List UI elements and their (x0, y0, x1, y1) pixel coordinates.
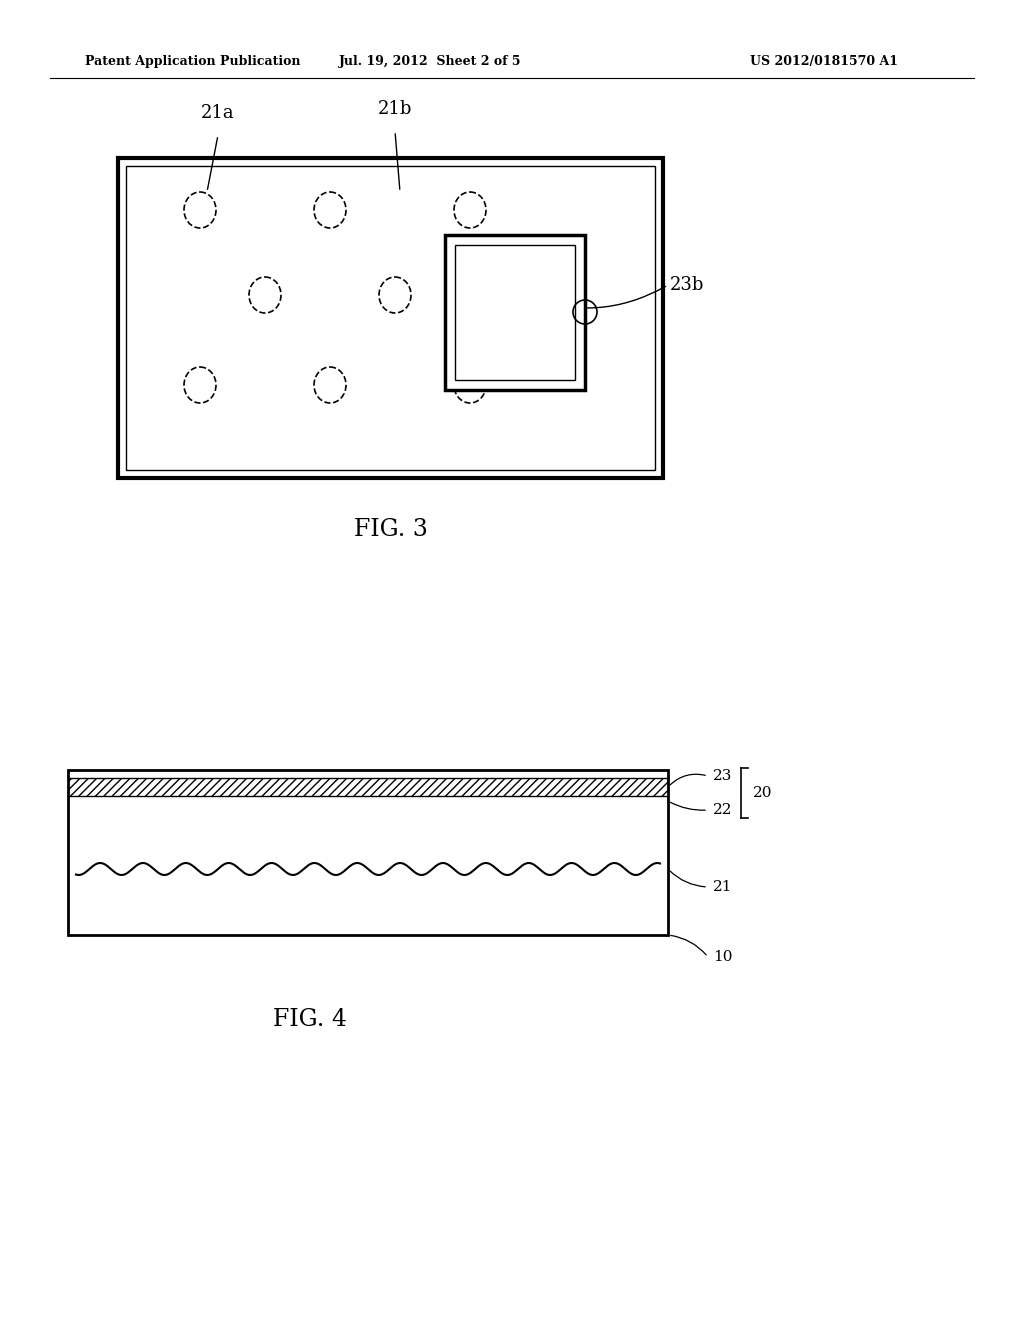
Bar (126, 166, 655, 470)
Text: 10: 10 (713, 950, 732, 964)
Ellipse shape (184, 367, 216, 403)
Text: Jul. 19, 2012  Sheet 2 of 5: Jul. 19, 2012 Sheet 2 of 5 (339, 55, 521, 69)
Bar (445, 235, 585, 389)
Text: 23: 23 (713, 770, 732, 783)
Ellipse shape (249, 277, 281, 313)
Text: FIG. 3: FIG. 3 (354, 519, 428, 541)
Ellipse shape (184, 191, 216, 228)
Text: 23b: 23b (670, 276, 705, 294)
Text: 21: 21 (713, 880, 732, 894)
Text: 20: 20 (753, 785, 772, 800)
Text: US 2012/0181570 A1: US 2012/0181570 A1 (750, 55, 898, 69)
Bar (118, 158, 663, 478)
Bar (68, 770, 668, 935)
Ellipse shape (314, 191, 346, 228)
Ellipse shape (454, 367, 486, 403)
Text: 21b: 21b (378, 100, 413, 117)
Bar (68, 777, 668, 796)
Text: Patent Application Publication: Patent Application Publication (85, 55, 300, 69)
Text: FIG. 4: FIG. 4 (273, 1008, 347, 1031)
Bar (455, 246, 575, 380)
Text: 22: 22 (713, 803, 732, 817)
Ellipse shape (379, 277, 411, 313)
Text: 21a: 21a (201, 104, 234, 121)
Ellipse shape (454, 191, 486, 228)
Ellipse shape (314, 367, 346, 403)
